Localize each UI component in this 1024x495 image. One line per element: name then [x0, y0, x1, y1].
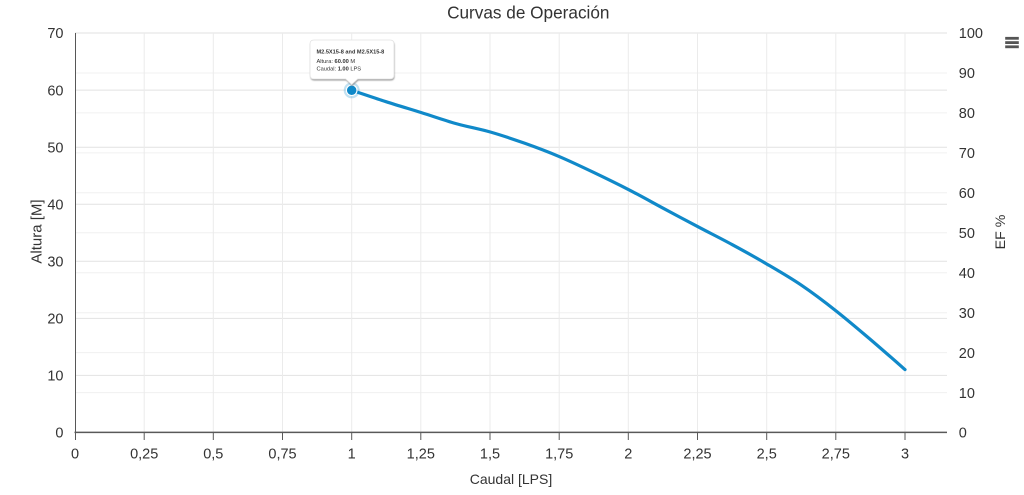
svg-text:70: 70: [47, 26, 63, 42]
svg-text:1,5: 1,5: [480, 446, 500, 462]
svg-text:50: 50: [959, 226, 975, 242]
svg-text:10: 10: [959, 386, 975, 402]
svg-text:Caudal [LPS]: Caudal [LPS]: [470, 471, 553, 487]
svg-text:50: 50: [47, 140, 63, 156]
svg-text:100: 100: [959, 26, 983, 42]
svg-text:2,25: 2,25: [683, 446, 711, 462]
svg-text:20: 20: [959, 346, 975, 362]
svg-text:20: 20: [47, 312, 63, 328]
svg-text:Altura: 60.00 M: Altura: 60.00 M: [317, 59, 356, 65]
svg-text:90: 90: [959, 66, 975, 82]
svg-text:1: 1: [348, 446, 356, 462]
svg-text:60: 60: [47, 83, 63, 99]
svg-text:M2.5X15-8 and M2.5X15-8: M2.5X15-8 and M2.5X15-8: [317, 50, 385, 56]
svg-text:1,25: 1,25: [407, 446, 435, 462]
svg-text:0,25: 0,25: [130, 446, 158, 462]
svg-text:10: 10: [47, 369, 63, 385]
svg-text:60: 60: [959, 186, 975, 202]
svg-text:1,75: 1,75: [545, 446, 573, 462]
svg-text:3: 3: [901, 446, 909, 462]
svg-text:2,75: 2,75: [822, 446, 850, 462]
svg-text:40: 40: [47, 197, 63, 213]
svg-text:0: 0: [55, 426, 63, 442]
svg-text:2: 2: [624, 446, 632, 462]
svg-text:0: 0: [71, 446, 79, 462]
svg-text:EF %: EF %: [993, 214, 1009, 249]
svg-text:30: 30: [47, 255, 63, 271]
svg-text:Caudal: 1.00 LPS: Caudal: 1.00 LPS: [317, 67, 362, 73]
svg-text:0,75: 0,75: [268, 446, 296, 462]
svg-text:2,5: 2,5: [757, 446, 777, 462]
svg-text:30: 30: [959, 306, 975, 322]
svg-text:0: 0: [959, 426, 967, 442]
svg-text:0,5: 0,5: [203, 446, 223, 462]
svg-text:Altura [M]: Altura [M]: [29, 199, 46, 263]
svg-text:40: 40: [959, 266, 975, 282]
svg-text:70: 70: [959, 146, 975, 162]
svg-text:80: 80: [959, 106, 975, 122]
svg-text:Curvas de Operación: Curvas de Operación: [447, 2, 609, 22]
